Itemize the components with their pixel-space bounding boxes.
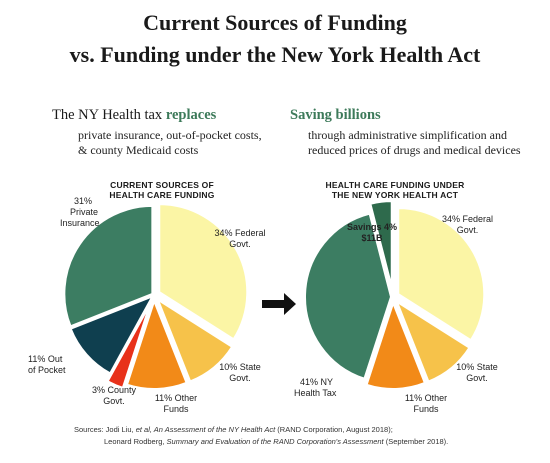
label-oop-left-2: of Pocket <box>28 365 66 375</box>
sources-2c: (September 2018). <box>383 437 449 446</box>
label-other-left-2: Funds <box>163 404 189 414</box>
label-federal-right-1: 34% Federal <box>441 214 494 224</box>
right-chart-title: HEALTH CARE FUNDING UNDER THE NEW YORK H… <box>310 180 480 200</box>
left-lead: The NY Health tax replaces <box>52 107 216 124</box>
pie-slice-federal <box>397 207 486 342</box>
sources-2b: Summary and Evaluation of the RAND Corpo… <box>166 437 384 446</box>
sources-2a: Leonard Rodberg, <box>104 437 167 446</box>
pie-slice-federal <box>158 203 249 341</box>
label-savings-right-1: Savings 4% <box>346 222 398 232</box>
chart-title-line2: vs. Funding under the New York Health Ac… <box>69 42 481 67</box>
label-state-right: 10% State Govt. <box>447 362 507 384</box>
label-nyhealth-right-2: Health Tax <box>294 388 337 398</box>
left-chart-title-1: CURRENT SOURCES OF <box>110 180 214 190</box>
left-lead-prefix: The NY Health tax <box>52 107 166 123</box>
label-state-right-2: Govt. <box>466 373 488 383</box>
pie-slice-savings <box>369 200 393 288</box>
label-state-left-1: 10% State <box>219 362 261 372</box>
pie-slice-state <box>394 299 471 383</box>
left-sub-2: & county Medicaid costs <box>78 143 199 157</box>
right-sub-2: reduced prices of drugs and medical devi… <box>308 143 521 157</box>
pie-slice-other <box>125 298 188 390</box>
label-other-left-1: 11% Other <box>154 393 198 403</box>
pie-slice-county <box>106 303 151 390</box>
pie-slice-private <box>63 204 154 328</box>
label-federal-left-1: 34% Federal <box>214 228 266 238</box>
label-state-right-1: 10% State <box>456 362 498 372</box>
sources-1a: Sources: Jodi Liu, <box>74 425 136 434</box>
label-county-left-2: Govt. <box>103 396 125 406</box>
pie-slice-oop <box>69 294 155 375</box>
label-private-3: Insurance <box>60 218 100 228</box>
label-nyhealth-right-1: 41% NY <box>300 377 334 387</box>
label-federal-right-2: Govt. <box>456 225 479 235</box>
label-savings-right: Savings 4% $11B <box>342 222 402 244</box>
sources-line1: Sources: Jodi Liu, et al, An Assessment … <box>74 424 393 435</box>
sources-1c: (RAND Corporation, August 2018); <box>275 425 393 434</box>
pie-slice-nyhealth <box>304 212 393 380</box>
label-nyhealth-right: 41% NY Health Tax <box>294 377 336 399</box>
label-other-right-1: 11% Other <box>404 393 448 403</box>
label-county-left-1: 3% County <box>91 385 137 395</box>
pie-slice-other <box>365 300 427 390</box>
label-other-right: 11% Other Funds <box>396 393 456 415</box>
label-federal-left: 34% Federal Govt. <box>205 228 275 250</box>
left-lead-bold: replaces <box>165 107 217 123</box>
label-savings-right-2: $11B <box>361 233 383 243</box>
sources-line2: Leonard Rodberg, Summary and Evaluation … <box>104 436 448 447</box>
right-chart-title-1: HEALTH CARE FUNDING UNDER <box>325 180 465 190</box>
right-lead: Saving billions <box>290 107 381 124</box>
chart-title-line1: Current Sources of Funding <box>143 10 407 35</box>
label-private-insurance: 31% Private Insurance <box>60 196 100 229</box>
right-sub-1: through administrative simplification an… <box>308 128 507 142</box>
label-other-right-2: Funds <box>413 404 439 414</box>
left-pie <box>63 203 249 390</box>
pie-slice-state <box>155 297 234 383</box>
right-chart-title-2: THE NEW YORK HEALTH ACT <box>331 190 459 200</box>
label-federal-left-2: Govt. <box>229 239 251 249</box>
label-oop-left: 11% Out of Pocket <box>28 354 66 376</box>
left-chart-title-2: HEALTH CARE FUNDING <box>109 190 215 200</box>
label-oop-left-1: 11% Out <box>28 354 63 364</box>
right-pie <box>304 200 486 390</box>
right-lead-bold: Saving billions <box>290 107 381 123</box>
label-private-1: 31% <box>74 196 93 206</box>
label-county-left: 3% County Govt. <box>84 385 144 407</box>
label-other-left: 11% Other Funds <box>146 393 206 415</box>
label-private-2: Private <box>70 207 99 217</box>
left-chart-title: CURRENT SOURCES OF HEALTH CARE FUNDING <box>92 180 232 200</box>
label-state-left-2: Govt. <box>229 373 251 383</box>
label-state-left: 10% State Govt. <box>210 362 270 384</box>
arrow-icon <box>262 293 296 315</box>
left-sub-1: private insurance, out-of-pocket costs, <box>78 128 262 142</box>
sources-1b: et al, An Assessment of the NY Health Ac… <box>135 425 276 434</box>
label-federal-right: 34% Federal Govt. <box>430 214 505 236</box>
